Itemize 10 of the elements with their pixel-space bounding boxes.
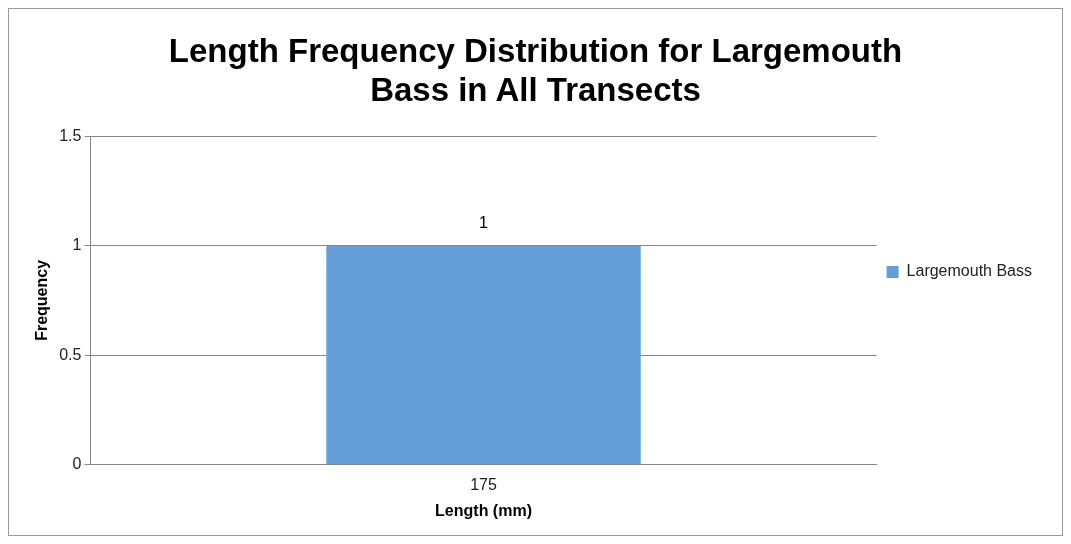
y-tick-label: 1.5	[59, 126, 82, 144]
y-tick-label: 1	[72, 236, 82, 254]
legend-label: Largemouth Bass	[906, 262, 1032, 280]
x-tick-label: 175	[470, 475, 497, 493]
x-axis-title: Length (mm)	[435, 501, 532, 519]
y-tick-label: 0	[72, 455, 82, 473]
chart-title: Length Frequency Distribution for Largemouth Bass in All Transects	[168, 31, 903, 109]
y-tick-label: 0.5	[59, 345, 82, 363]
data-label: 1	[479, 214, 489, 232]
y-axis-title: Frequency	[33, 259, 51, 341]
